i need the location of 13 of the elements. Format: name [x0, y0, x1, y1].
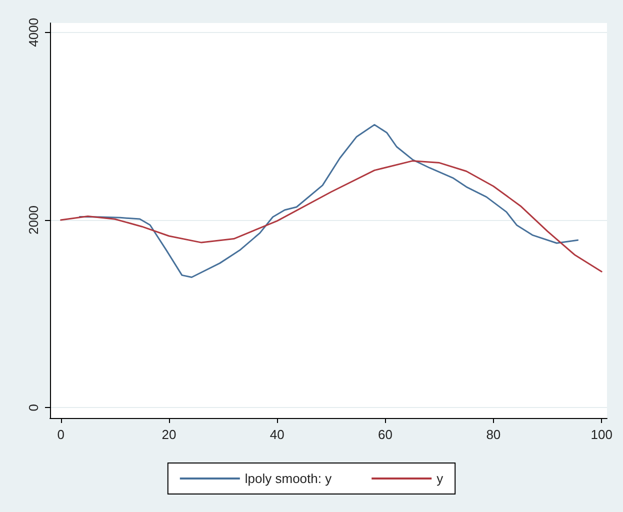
legend-label: lpoly smooth: y [244, 471, 332, 486]
line-series [60, 160, 602, 272]
x-tick-label: 80 [486, 427, 501, 442]
legend-label: y [436, 471, 444, 486]
x-tick-label: 0 [57, 427, 64, 442]
y-tick-label: 2000 [26, 206, 41, 234]
x-tick-label: 40 [270, 427, 284, 442]
x-tick-label: 60 [378, 427, 393, 442]
y-tick-label: 0 [26, 404, 41, 412]
line-series [78, 124, 579, 278]
x-tick-label: 20 [162, 427, 176, 442]
y-tick-label: 4000 [26, 18, 41, 47]
x-tick-label: 100 [590, 427, 612, 442]
